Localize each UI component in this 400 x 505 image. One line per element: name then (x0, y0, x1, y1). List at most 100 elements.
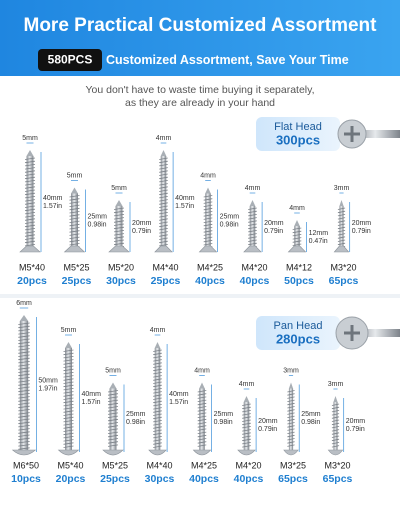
screw-diameter: 4mm (194, 367, 210, 374)
screw-diameter: 4mm (200, 172, 216, 179)
screw-thread (197, 444, 207, 447)
screw-thread (242, 442, 251, 445)
screw-thread (18, 383, 30, 386)
screw-thread (197, 399, 207, 402)
screw-thread (153, 426, 162, 429)
screw-thread (24, 157, 36, 160)
screw-thread (107, 418, 119, 422)
screw-thread (242, 419, 251, 422)
screw-size: M4*40 (146, 460, 172, 470)
screw-size: M4*25 (197, 262, 223, 272)
screw-thread (331, 406, 340, 410)
screw-thread (18, 361, 30, 364)
screw-thread (203, 204, 213, 207)
screw-thread (153, 394, 162, 397)
screw-size: M3*20 (324, 460, 350, 470)
screw-thread (63, 445, 74, 448)
screw-thread (63, 381, 74, 384)
screw-thread (159, 170, 168, 173)
screw-thread (159, 244, 168, 247)
screw-head (283, 449, 299, 456)
sample-cross (344, 325, 360, 341)
header-title: More Practical Customized Assortment (24, 15, 378, 36)
screw-length-mm: 20mm (264, 220, 284, 227)
screw-thread (24, 189, 36, 192)
screw-thread (292, 234, 302, 237)
screw-thread (24, 244, 36, 247)
screw-thread (63, 388, 74, 391)
screw-thread (159, 186, 168, 189)
screw-qty: 10pcs (11, 473, 41, 485)
screw-thread (69, 227, 80, 230)
screw-length-in: 0.79in (346, 426, 365, 433)
screw-shaft (243, 402, 250, 450)
screw-thread (69, 195, 80, 198)
section-label-box (256, 117, 340, 151)
screw-length-mm: 12mm (309, 230, 329, 237)
screw-length-in: 0.79in (258, 426, 277, 433)
screw-thread (113, 207, 125, 210)
screw-thread (248, 226, 257, 230)
screw-thread (24, 215, 36, 218)
screw-thread (18, 428, 30, 431)
screw-thread (287, 428, 295, 431)
screw-thread (337, 236, 346, 239)
screw-thread (153, 356, 162, 359)
screw-thread (63, 362, 74, 365)
screw-length-mm: 40mm (82, 391, 102, 398)
screw-diameter: 4mm (239, 381, 255, 388)
screw-thread (107, 428, 119, 431)
screw-thread (248, 230, 257, 233)
screw-diameter: 5mm (22, 135, 38, 142)
badge (38, 49, 102, 71)
screw-thread (18, 373, 30, 377)
screw-thread (69, 243, 80, 246)
screw-shaft (19, 321, 29, 450)
screw-thread (242, 410, 251, 413)
screw-thread (292, 243, 302, 246)
screw-thread (287, 431, 295, 434)
screw-length-mm: 40mm (175, 195, 195, 202)
section-count: 300pcs (276, 132, 320, 147)
screw-thread (153, 432, 162, 436)
screw-thread (153, 413, 162, 416)
screw-thread (203, 243, 213, 246)
screw-thread (63, 349, 74, 352)
screw-thread (107, 402, 119, 406)
screw-thread (63, 375, 74, 378)
screw-tip (243, 396, 250, 402)
screw-tip (154, 342, 161, 348)
screw-thread (107, 444, 119, 447)
screw-thread (159, 199, 168, 202)
screw-thread (203, 223, 213, 227)
screw-thread (159, 196, 168, 199)
screw-shaft (160, 156, 167, 250)
screw-thread (153, 445, 162, 448)
screw-thread (287, 438, 295, 441)
screw-thread (331, 416, 340, 419)
screw-thread (242, 406, 251, 410)
screw-thread (107, 425, 119, 428)
screw-thread (63, 359, 74, 362)
screw-thread (107, 412, 119, 415)
screw-thread (69, 220, 80, 223)
screw-head (198, 245, 218, 253)
sample-shaft (355, 329, 400, 337)
screw-qty: 40pcs (240, 275, 270, 287)
screw-length-mm: 20mm (258, 418, 278, 425)
note-line: You don't have to waste time buying it s… (85, 84, 314, 96)
screw-thread (63, 400, 74, 404)
screw-thread (203, 230, 213, 233)
screw-thread (69, 239, 80, 243)
screw-shaft (333, 402, 338, 450)
screw-thread (153, 359, 162, 362)
screw-thread (24, 160, 36, 164)
screw-qty: 50pcs (284, 275, 314, 287)
screw-thread (18, 409, 30, 412)
screw-head (237, 449, 256, 456)
screw-thread (18, 354, 30, 357)
screw-thread (159, 176, 168, 180)
screw-thread (69, 214, 80, 217)
screw-thread (24, 167, 36, 170)
